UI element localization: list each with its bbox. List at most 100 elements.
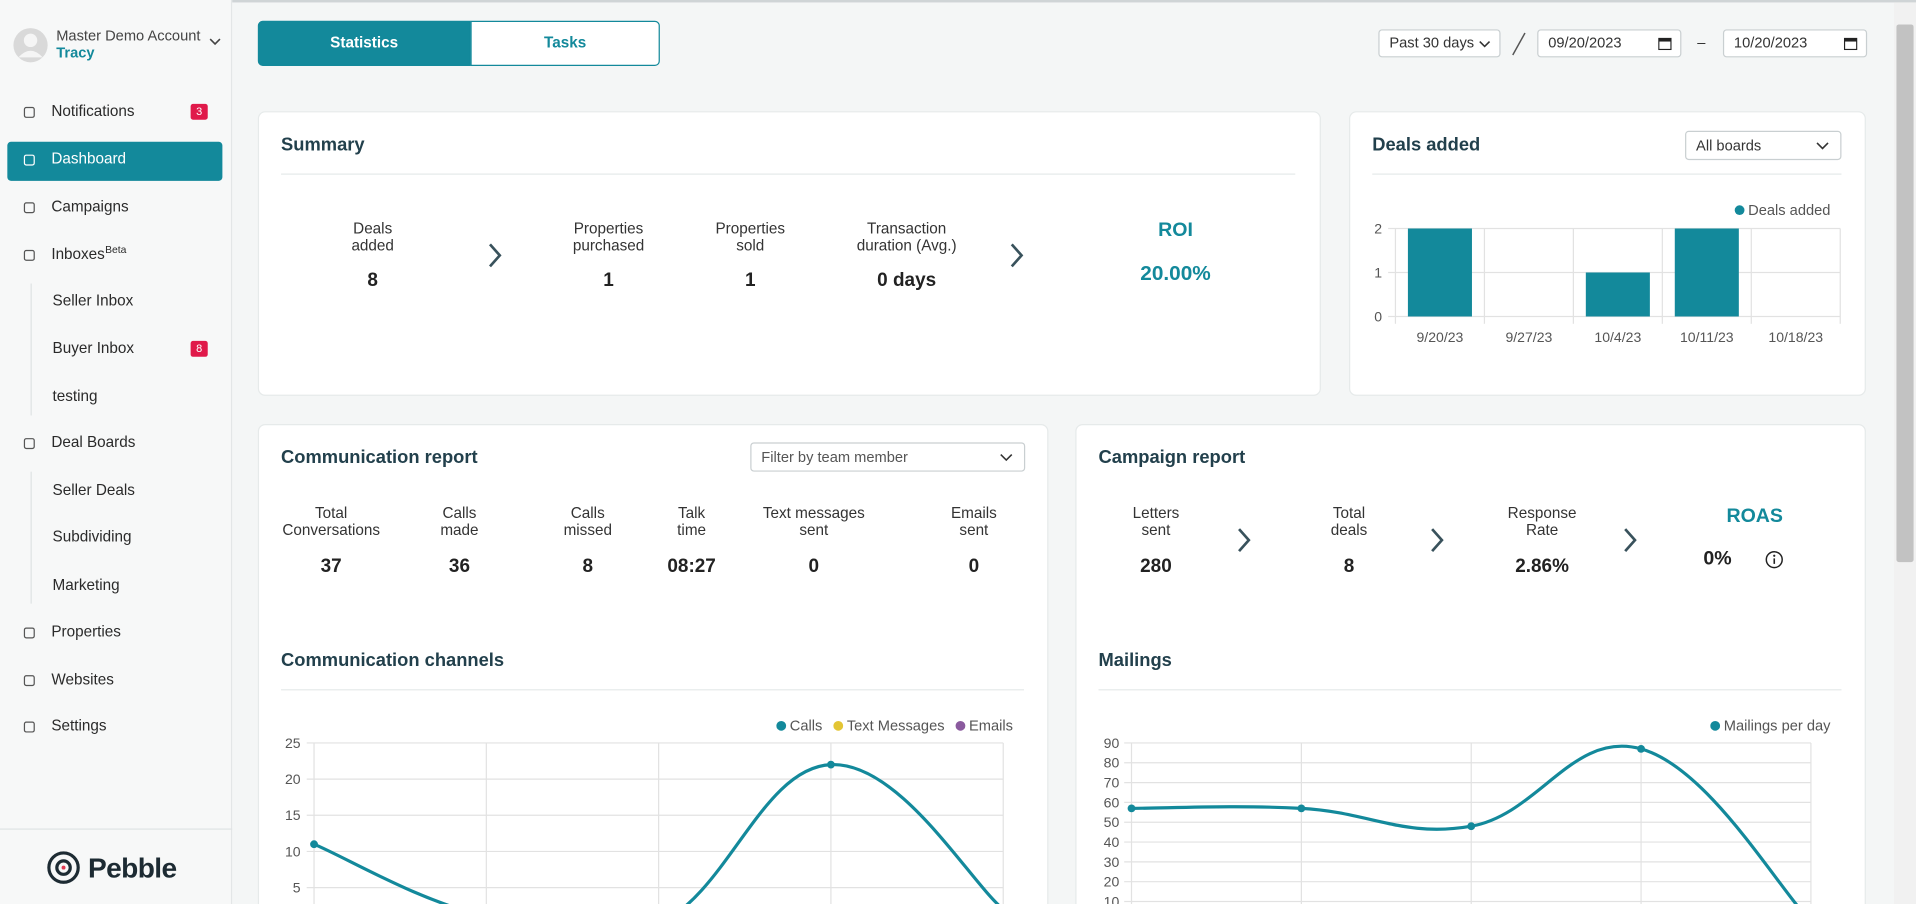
y-tick-label: 20	[1104, 874, 1120, 890]
legend-swatch	[955, 720, 966, 731]
calendar-icon	[1843, 37, 1858, 51]
tab-active[interactable]: Statistics	[257, 20, 471, 66]
stat-label: Talk time	[677, 504, 707, 539]
nav-badge: 8	[190, 340, 208, 357]
end-date-text: 10/20/2023	[1733, 34, 1808, 52]
end-date[interactable]: 10/20/2023	[1722, 29, 1868, 58]
nav-icon	[23, 154, 35, 166]
roas-label: ROAS	[1726, 505, 1783, 527]
card-title: Summary	[281, 134, 365, 156]
divider	[1098, 689, 1842, 691]
stat-value: 8	[582, 555, 594, 577]
stat-label: Total Conversations	[282, 504, 380, 539]
stat-value: 37	[320, 555, 342, 577]
scrollbar-thumb[interactable]	[1896, 24, 1914, 563]
y-tick-label: 25	[285, 735, 301, 751]
stat-label: Text messages sent	[762, 504, 865, 539]
start-date[interactable]: 09/20/2023	[1537, 29, 1682, 58]
legend-label: Deals added	[1748, 203, 1830, 219]
nav-item[interactable]	[7, 661, 222, 700]
date-separator: –	[1697, 34, 1706, 52]
stat-label: Calls missed	[563, 504, 612, 539]
start-date-text: 09/20/2023	[1548, 34, 1622, 52]
nav-item[interactable]	[7, 378, 222, 417]
legend-swatch	[833, 720, 844, 731]
bar	[1407, 228, 1472, 317]
nav-label: Subdividing	[52, 527, 132, 545]
point	[1637, 744, 1645, 753]
brand-logo	[47, 851, 80, 884]
card-title: Deals added	[1372, 134, 1481, 156]
divider	[1372, 173, 1842, 175]
stat-value: 8	[1343, 555, 1355, 577]
y-tick-label: 90	[1104, 735, 1120, 751]
account-user: Tracy	[56, 43, 95, 62]
stat-label: Letters sent	[1132, 504, 1180, 539]
point	[1127, 804, 1136, 813]
board-select-text: All boards	[1696, 136, 1762, 154]
nav-label: Seller Inbox	[52, 292, 134, 310]
stat-value: 36	[448, 555, 470, 577]
nav-icon	[23, 627, 35, 639]
member-filter[interactable]: Filter by team member	[750, 442, 1026, 472]
account-caret[interactable]	[209, 37, 221, 47]
top-border	[0, 0, 1916, 3]
roas-value: 0%	[1703, 548, 1732, 570]
nav-label: Seller Deals	[52, 481, 135, 499]
y-tick-label: 20	[285, 771, 301, 787]
y-tick-label: 50	[1104, 814, 1120, 830]
divider	[281, 173, 1296, 175]
brand-name: Pebble	[87, 851, 177, 884]
divider	[281, 689, 1024, 691]
legend-label: Mailings per day	[1724, 719, 1831, 735]
y-tick-label: 10	[1104, 893, 1120, 904]
stat-label: Total deals	[1330, 504, 1368, 539]
card-title: Communication channels	[281, 650, 505, 671]
stat-label: Properties sold	[715, 219, 786, 255]
step-arrow	[1624, 528, 1637, 552]
board-select[interactable]: All boards	[1685, 130, 1842, 161]
y-tick-label: 70	[1104, 774, 1120, 790]
nav-label: testing	[52, 387, 98, 405]
legend-label: Emails	[969, 719, 1013, 735]
communication-card	[257, 424, 1049, 904]
y-tick-label: 1	[1374, 264, 1382, 280]
legend-swatch	[776, 720, 787, 731]
stat-value: 2.86%	[1515, 555, 1569, 577]
card-title: Communication report	[281, 447, 478, 469]
nav-icon	[23, 675, 35, 687]
nav-item[interactable]	[7, 141, 223, 181]
x-tick-label: 9/20/23	[1416, 329, 1463, 345]
step-arrow	[488, 243, 502, 268]
summary-card	[257, 111, 1321, 396]
nav-icon	[23, 202, 35, 214]
avatar	[13, 28, 48, 63]
nav-label: Notifications	[51, 102, 135, 120]
nav-icon	[23, 249, 35, 261]
slash	[1512, 32, 1526, 56]
nav-icon	[23, 438, 35, 450]
stat-value: 0	[968, 555, 980, 577]
nav-item[interactable]	[7, 708, 222, 747]
tab[interactable]: Tasks	[470, 20, 660, 66]
y-tick-label: 10	[285, 843, 301, 859]
nav-icon	[23, 721, 35, 733]
account-name: Master Demo Account	[56, 26, 201, 44]
nav-label: Inboxes	[51, 245, 105, 263]
stat-value: 1	[745, 270, 756, 291]
nav-label: Websites	[51, 670, 114, 688]
x-tick-label: 9/27/23	[1505, 329, 1552, 345]
preset-select[interactable]: Past 30 days	[1378, 29, 1501, 58]
x-tick-label: 10/18/23	[1768, 329, 1823, 345]
stat-value: 08:27	[667, 555, 716, 577]
nav-label: Dashboard	[51, 150, 127, 168]
y-tick-label: 0	[1374, 308, 1382, 324]
y-tick-label: 60	[1104, 794, 1120, 810]
step-arrow	[1010, 243, 1024, 268]
caret	[1479, 40, 1491, 48]
stat-label: Transaction duration (Avg.)	[856, 219, 957, 255]
info-icon[interactable]	[1764, 550, 1784, 570]
point	[1297, 804, 1306, 813]
preset-text: Past 30 days	[1389, 34, 1475, 52]
